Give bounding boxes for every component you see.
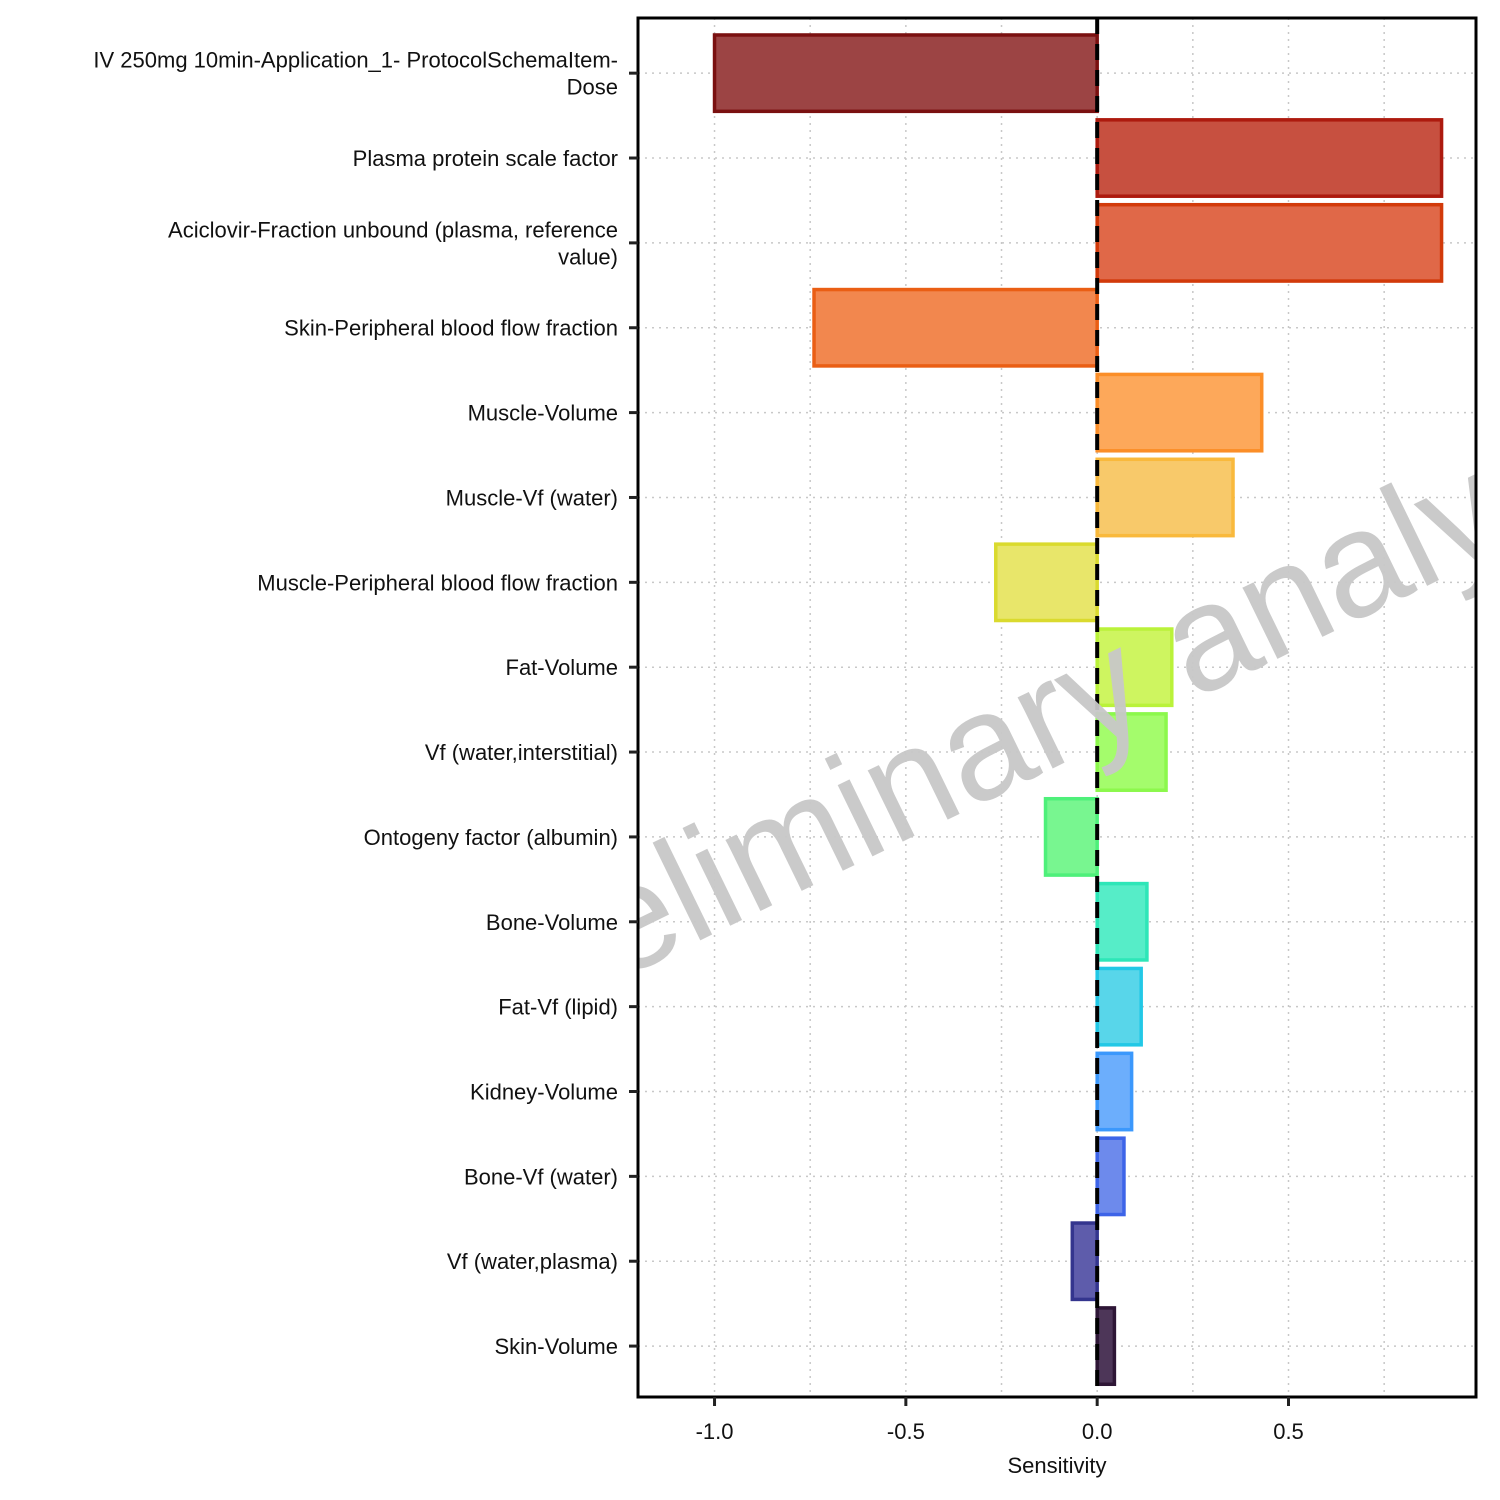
bar: [1070, 1221, 1099, 1302]
bar: [812, 287, 1099, 368]
bar: [1095, 372, 1264, 453]
y-tick-label: Skin-Peripheral blood flow fraction: [284, 316, 618, 341]
y-tick-label: Fat-Vf (lipid): [498, 995, 618, 1020]
y-tick-label: Vf (water,interstitial): [425, 740, 618, 765]
bar: [1095, 202, 1444, 283]
bar: [1095, 966, 1143, 1047]
y-tick-label: Vf (water,plasma): [447, 1249, 618, 1274]
y-tick-label: Kidney-Volume: [470, 1079, 618, 1104]
x-tick-label: 0.0: [1082, 1419, 1113, 1444]
y-tick-label: Plasma protein scale factor: [353, 146, 618, 171]
bar: [1095, 712, 1168, 792]
y-tick-label: Bone-Volume: [486, 910, 618, 935]
bar: [1095, 881, 1149, 962]
y-tick-label: Muscle-Volume: [468, 401, 618, 426]
x-axis: -1.0 -0.5 0.0 0.5: [696, 1397, 1304, 1444]
y-tick-label: IV 250mg 10min-Application_1- ProtocolSc…: [93, 48, 618, 100]
bar: [1095, 1306, 1117, 1387]
y-tick-label: Muscle-Vf (water): [446, 485, 618, 510]
bar: [1095, 118, 1444, 198]
bar: [1095, 1136, 1126, 1217]
x-tick-label: -1.0: [696, 1419, 734, 1444]
watermark: Preliminary analysis: [422, 340, 1500, 1076]
y-tick-label: Aciclovir-Fraction unbound (plasma, refe…: [168, 217, 618, 269]
bars: [712, 33, 1444, 1387]
bar: [1043, 796, 1099, 877]
watermark-text: Preliminary analysis: [422, 340, 1500, 1076]
x-axis-title: Sensitivity: [1007, 1453, 1106, 1478]
bar: [712, 33, 1099, 114]
y-tick-label: Muscle-Peripheral blood flow fraction: [257, 570, 618, 595]
bar: [1095, 457, 1235, 538]
bar: [1095, 1051, 1134, 1132]
y-tick-label: Bone-Vf (water): [464, 1164, 618, 1189]
x-tick-label: 0.5: [1273, 1419, 1304, 1444]
y-tick-label: Skin-Volume: [494, 1334, 618, 1359]
y-axis: IV 250mg 10min-Application_1- ProtocolSc…: [93, 48, 638, 1359]
y-tick-label: Ontogeny factor (albumin): [364, 825, 618, 850]
bar: [1095, 627, 1174, 708]
x-tick-label: -0.5: [887, 1419, 925, 1444]
plot-frame: [636, 16, 1478, 1399]
y-tick-label: Fat-Volume: [506, 655, 619, 680]
bar: [994, 542, 1099, 623]
